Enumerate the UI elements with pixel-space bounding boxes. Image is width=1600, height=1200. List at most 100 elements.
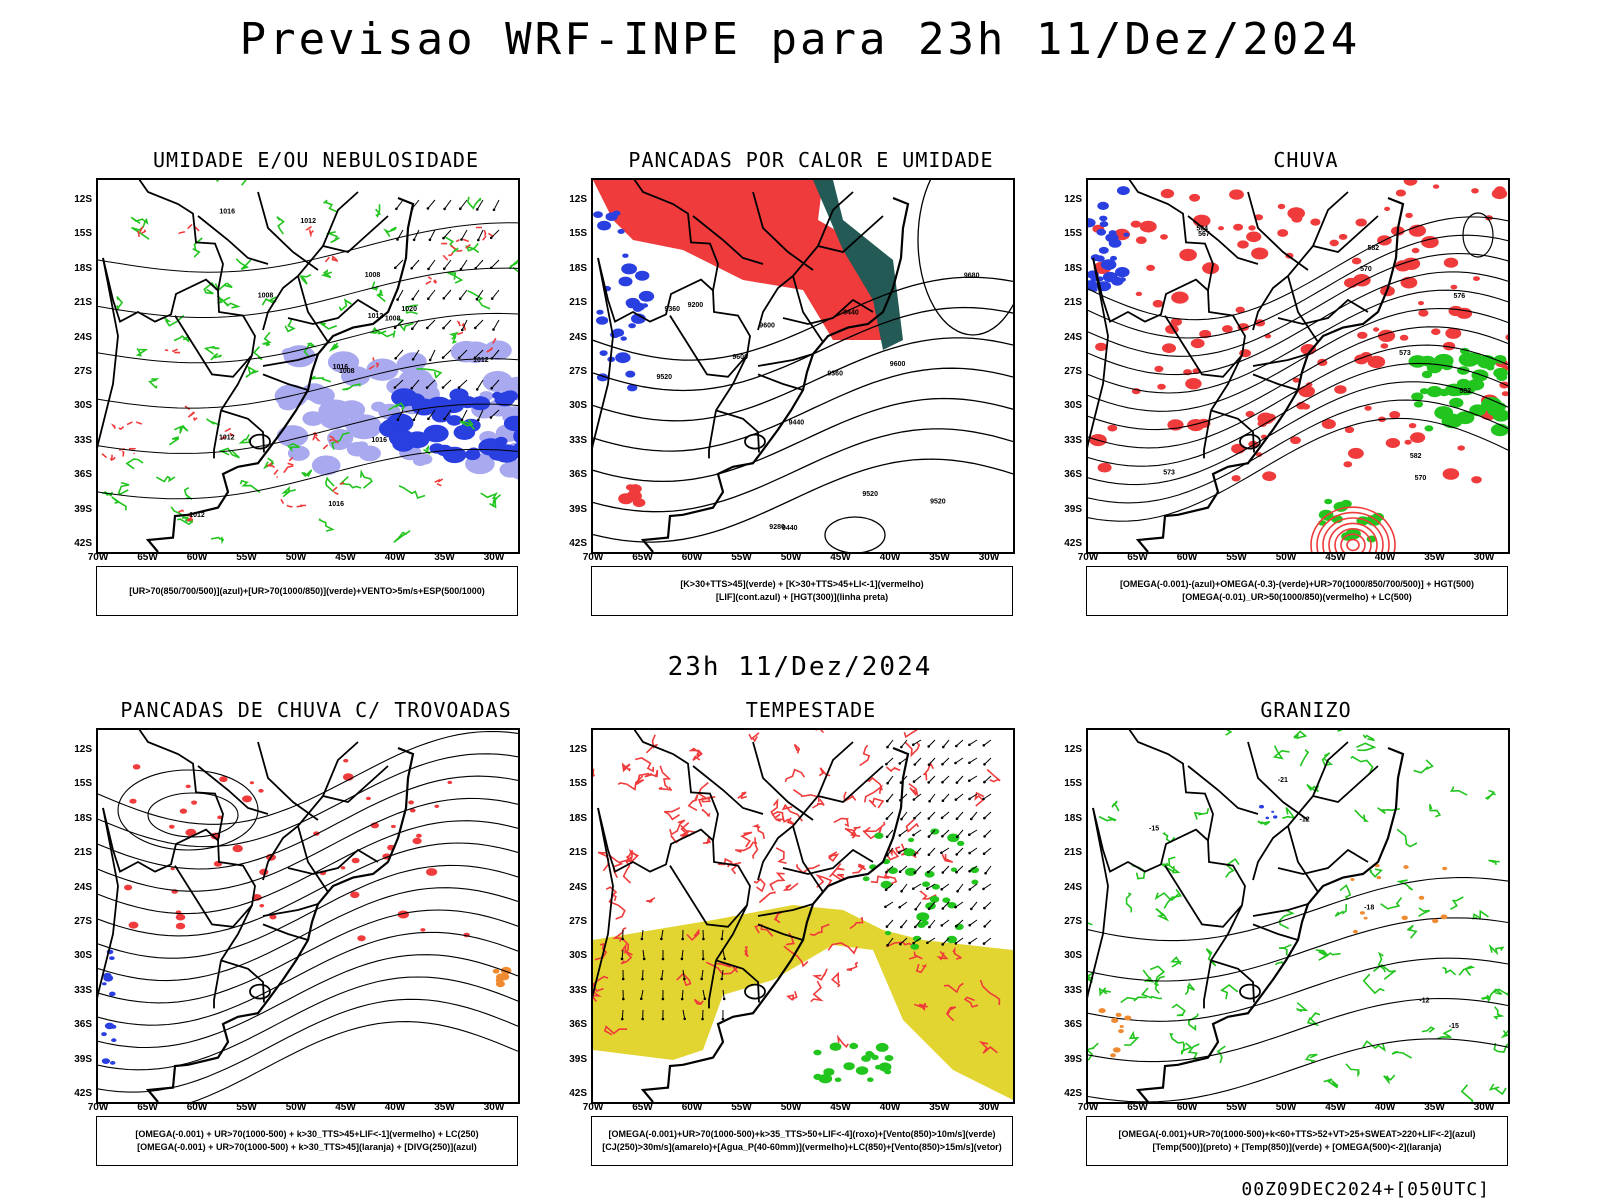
field-blob: [1421, 370, 1433, 379]
contour-line: [1088, 970, 1095, 983]
field-blob: [628, 323, 636, 329]
wind-vector: [681, 989, 684, 1000]
contour-line: [1488, 1083, 1507, 1096]
border-line: [213, 960, 222, 1009]
contour-line: [1362, 973, 1385, 995]
field-blob: [855, 1066, 869, 1075]
lat-tick-label: 27S: [74, 366, 92, 377]
field-blob: [884, 1055, 894, 1062]
border-line: [1088, 807, 1109, 999]
contour-line: [1205, 948, 1217, 967]
main-title: Previsao WRF-INPE para 23h 11/Dez/2024: [239, 14, 1361, 65]
border-line: [708, 410, 717, 459]
contour-label: 1016: [333, 364, 349, 371]
wind-vector-head: [461, 328, 464, 332]
isoline: [98, 954, 518, 1049]
lat-tick-label: 36S: [74, 469, 92, 481]
field-blob: [622, 253, 629, 258]
wind-vector: [913, 793, 922, 800]
legend-line: [Temp(500)](preto) + [Temp(850)](verde) …: [1152, 1142, 1442, 1152]
field-blob: [1404, 439, 1412, 445]
border-line: [98, 807, 119, 999]
contour-line: [686, 928, 700, 942]
wind-vector: [928, 901, 936, 910]
wind-vector: [642, 949, 645, 959]
field-blob: [434, 804, 440, 808]
field-blob: [612, 210, 621, 216]
isoline: [98, 753, 518, 848]
wind-vector-head: [394, 357, 398, 360]
contour-line: [1220, 983, 1239, 1000]
wind-vector: [442, 379, 452, 388]
field-blob: [1494, 355, 1507, 364]
field-blob: [111, 1038, 117, 1043]
field-blob: [1097, 201, 1109, 210]
field-blob: [1492, 409, 1508, 422]
border-line: [1247, 741, 1309, 821]
wind-vector: [444, 199, 452, 210]
contour-line: [328, 342, 339, 352]
field-blob: [1490, 423, 1508, 437]
field-blob: [1450, 284, 1458, 290]
wind-vector: [969, 847, 978, 854]
wind-vector-head: [983, 763, 986, 766]
wind-vector: [970, 901, 978, 910]
contour-line: [735, 841, 758, 853]
wind-vector-head: [913, 816, 916, 820]
panel-title: PANCADAS DE CHUVA C/ TROVOADAS: [120, 698, 512, 722]
contour-line: [688, 747, 703, 755]
contour-line: [1321, 752, 1334, 766]
wind-vector-head: [941, 907, 945, 910]
wind-vector-head: [955, 870, 958, 874]
lon-tick-label: 55W: [1226, 552, 1247, 563]
isoline: [98, 976, 518, 1071]
contour-label: 9600: [759, 322, 775, 329]
wind-vector-head: [968, 743, 971, 747]
border-line: [792, 825, 824, 893]
wind-vector: [721, 969, 724, 979]
border-line: [1252, 373, 1299, 391]
contour-line: [219, 427, 235, 441]
field-blob: [340, 866, 346, 870]
contour-line: [1500, 1029, 1508, 1039]
wind-vector: [885, 883, 894, 891]
field-blob: [1424, 425, 1434, 432]
field-blob: [396, 354, 424, 374]
contour-line: [368, 357, 380, 370]
lon-tick-label: 60W: [681, 552, 703, 563]
field-blob: [1443, 257, 1459, 268]
border-line: [322, 215, 389, 253]
wind-vector: [411, 319, 420, 330]
field-blob: [423, 424, 449, 443]
contour-line: [836, 1034, 849, 1049]
lon-tick-label: 65W: [137, 552, 158, 563]
wind-vector: [413, 229, 420, 241]
wind-vector: [928, 757, 936, 766]
contour-line: [318, 518, 335, 532]
field-blob: [1277, 203, 1286, 210]
contour-line: [697, 781, 710, 807]
contour-line: [784, 768, 805, 783]
contour-line: [833, 817, 850, 828]
contour-line: [978, 1040, 998, 1054]
contour-line: [905, 819, 919, 833]
isoline: [98, 797, 518, 892]
field-blob: [1505, 334, 1508, 341]
field-blob: [1438, 388, 1450, 397]
wind-vector: [640, 989, 644, 999]
field-blob: [641, 303, 649, 308]
contour-line: [645, 734, 658, 754]
panel-title: CHUVA: [1273, 148, 1339, 172]
wind-vector-head: [475, 297, 479, 301]
contour-line: [1225, 730, 1233, 736]
wind-vector-head: [428, 358, 432, 362]
contour-line: [679, 822, 691, 837]
border-line: [792, 275, 824, 343]
lon-tick-label: 40W: [879, 552, 901, 563]
wind-vector-head: [411, 327, 414, 330]
wind-vector-head: [701, 957, 705, 961]
wind-vector-head: [427, 267, 430, 271]
wind-vector: [490, 259, 500, 269]
wind-vector: [955, 919, 964, 927]
wind-vector: [984, 757, 992, 765]
